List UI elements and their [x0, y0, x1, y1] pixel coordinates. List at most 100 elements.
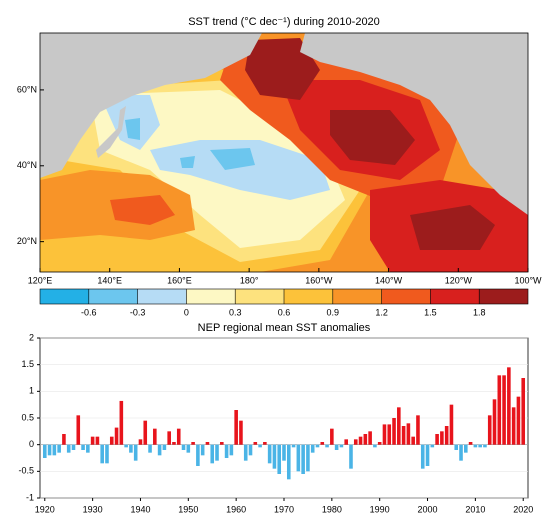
bar: [291, 444, 296, 448]
land: [300, 33, 528, 215]
bar: [157, 444, 162, 456]
bar: [167, 431, 171, 445]
bar: [301, 444, 305, 474]
bar: [411, 436, 415, 445]
colorbar-tick-label: 0.9: [327, 307, 340, 317]
colorbar-swatch: [479, 289, 528, 304]
bar: [210, 444, 215, 464]
colorbar-tick-label: -0.3: [130, 307, 146, 317]
bar: [416, 415, 420, 445]
bar: [315, 444, 320, 448]
bar: [310, 444, 315, 453]
bar: [444, 426, 449, 445]
x-tick-label: 1920: [35, 504, 55, 514]
x-tick-label: 1980: [322, 504, 342, 514]
bar: [258, 444, 262, 448]
bar: [521, 378, 526, 445]
x-tick-label: 1960: [226, 504, 246, 514]
bar: [243, 444, 248, 461]
bar: [129, 444, 133, 453]
bar: [435, 434, 439, 445]
colorbar-tick-label: -0.6: [81, 307, 97, 317]
bar: [516, 396, 521, 445]
bar: [339, 444, 344, 448]
bar: [162, 444, 167, 450]
bar: [492, 399, 497, 445]
bar: [397, 407, 401, 445]
bar: [95, 436, 100, 445]
y-tick-label: 40°N: [17, 160, 37, 170]
bar: [248, 444, 253, 456]
x-tick-label: 1970: [274, 504, 294, 514]
bar: [100, 444, 104, 464]
y-tick-label: 1.5: [21, 359, 34, 369]
bar: [109, 436, 114, 445]
y-tick-label: 2: [29, 332, 34, 342]
bar: [57, 444, 61, 453]
bar: [143, 420, 148, 445]
bar: [133, 444, 138, 461]
bar: [176, 428, 181, 445]
bar: [282, 444, 286, 461]
bar: [62, 434, 66, 445]
y-tick-label: 0.5: [21, 412, 34, 422]
x-tick-label: 2010: [465, 504, 485, 514]
bar: [392, 418, 396, 445]
field-band: [150, 140, 330, 200]
y-tick-label: 20°N: [17, 236, 37, 246]
bar: [382, 424, 387, 445]
bar: [320, 442, 325, 445]
y-tick-label: -1: [26, 492, 34, 502]
colorbar-swatch: [186, 289, 236, 304]
bar: [306, 444, 310, 472]
land: [96, 106, 126, 158]
y-tick-label: -0.5: [18, 466, 34, 476]
x-tick-label: 1930: [83, 504, 103, 514]
land: [40, 33, 262, 178]
bar: [502, 375, 506, 445]
bar: [172, 442, 176, 445]
bar: [42, 444, 47, 458]
bar: [286, 444, 291, 480]
bar: [196, 444, 200, 466]
bar: [153, 428, 157, 445]
map-title: SST trend (°C dec⁻¹) during 2010-2020: [188, 16, 380, 28]
x-tick-label: 120°W: [445, 275, 473, 285]
field-band: [410, 205, 495, 250]
colorbar-swatch: [88, 289, 138, 304]
bar: [66, 444, 71, 453]
colorbar-tick-label: 0.6: [278, 307, 291, 317]
bar: [76, 415, 81, 445]
bar: [263, 442, 267, 445]
map-frame: [39, 32, 529, 273]
bar: [71, 444, 76, 450]
bar: [124, 444, 128, 448]
bar: [105, 444, 109, 464]
bar: [90, 436, 95, 445]
bar: [138, 439, 143, 445]
colorbar-tick-label: 1.2: [375, 307, 388, 317]
bar: [478, 444, 482, 448]
x-tick-label: 2020: [513, 504, 533, 514]
x-tick-label: 100°W: [514, 275, 542, 285]
colorbar-swatch: [137, 289, 187, 304]
bar: [468, 442, 473, 445]
bar: [239, 420, 243, 445]
bar: [229, 444, 234, 456]
bar: [224, 444, 229, 458]
x-tick-label: 140°W: [375, 275, 403, 285]
bar: [349, 444, 353, 469]
chart-title: NEP regional mean SST anomalies: [198, 322, 371, 334]
colorbar-tick-label: 1.5: [424, 307, 437, 317]
bar: [234, 410, 238, 445]
bar: [454, 444, 459, 450]
x-tick-label: 120°E: [28, 275, 53, 285]
bar: [148, 444, 152, 453]
colorbar-swatch: [332, 289, 382, 304]
bar: [459, 444, 463, 461]
bar: [81, 444, 85, 450]
x-tick-label: 180°: [240, 275, 259, 285]
bar: [358, 436, 363, 445]
x-tick-label: 160°E: [167, 275, 192, 285]
